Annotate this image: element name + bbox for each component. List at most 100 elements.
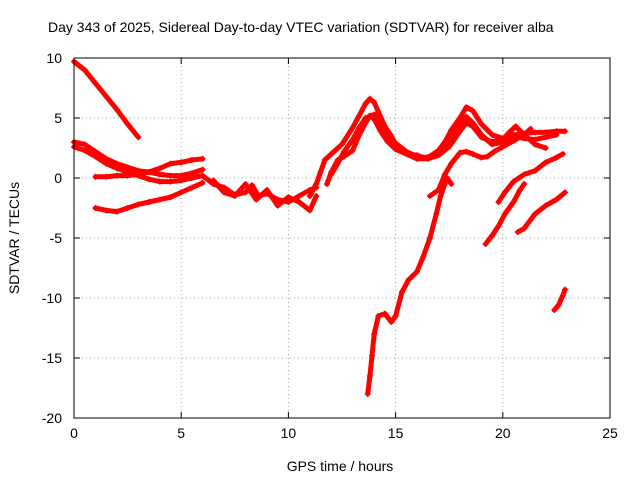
data-point [562,286,568,293]
x-tick-label: 25 [602,425,618,441]
series-trace [427,126,534,199]
data-point [469,151,476,157]
data-point [375,109,382,115]
data-point [532,141,538,148]
data-point [456,149,463,156]
data-point [371,99,378,106]
data-point [562,128,568,135]
data-point [551,307,558,313]
data-point [562,189,568,196]
data-point [495,223,502,229]
y-tick-label: 0 [54,170,62,186]
grid [74,58,610,418]
data-point [405,277,412,283]
data-point [113,106,120,113]
data-point [392,313,399,319]
series-arc-16 [551,286,568,313]
data-point [285,194,292,201]
data-point [510,137,517,144]
data-point [296,199,303,205]
data-point [210,177,217,184]
data-point [366,95,373,102]
x-tick-label: 0 [70,425,78,441]
data-point [231,193,238,199]
data-point [156,196,163,203]
data-point [349,124,356,131]
data-point [506,129,513,136]
data-point [124,172,131,179]
y-tick-label: 5 [54,110,62,126]
series-arc-5 [92,179,206,215]
data-point [313,193,320,199]
data-point [377,119,384,126]
series-arc-7 [210,177,320,214]
data-point [362,115,369,121]
series-arc-14 [495,151,566,205]
data-point [253,196,260,203]
data-point [403,148,410,155]
data-point [456,128,463,135]
data-point [321,157,328,163]
data-point [469,123,476,130]
data-point [113,172,120,179]
data-point [489,131,496,138]
data-point [371,111,378,118]
data-point [463,119,470,126]
data-point [448,160,455,167]
series-trace [515,189,568,235]
data-point [532,129,538,136]
data-point [542,202,549,209]
data-point [156,171,163,178]
data-point [521,131,528,138]
data-point [542,134,549,141]
x-tick-label: 10 [281,425,297,441]
data-point [178,189,185,196]
data-point [146,199,152,205]
data-point [521,181,528,187]
data-point [313,181,320,187]
series-trace [551,287,568,313]
data-point [501,189,508,196]
data-point [399,289,405,295]
data-point [381,310,388,317]
series-trace [365,175,454,397]
data-point [156,178,163,185]
data-point [274,202,281,209]
data-point [435,152,442,159]
data-point [113,165,120,172]
data-point [124,121,131,127]
data-point [306,207,313,214]
x-axis-label: GPS time / hours [287,458,394,474]
data-point [478,121,485,127]
data-point [371,331,378,337]
series-arc-11 [364,175,455,397]
series-arc-12 [426,125,534,199]
data-point [124,205,131,211]
data-point [167,178,174,185]
data-point [81,147,88,154]
y-tick-label: 10 [46,50,62,66]
chart-title: Day 343 of 2025, Sidereal Day-to-day VTE… [48,19,554,35]
data-point [199,155,206,162]
data-point [384,131,390,138]
data-point [92,153,99,160]
data-point [296,193,303,199]
y-axis-label: SDTVAR / TECUs [6,182,22,294]
data-point [306,193,313,199]
data-point [532,211,538,217]
data-point [555,302,562,309]
data-point [437,193,444,199]
data-point [135,201,142,208]
data-point [478,154,485,161]
data-point [242,181,249,187]
data-point [199,179,206,186]
series-trace [92,180,206,215]
series-arc-13 [482,181,528,247]
data-point [392,140,399,147]
data-point [113,208,120,215]
data-point [364,391,371,397]
data-point [426,193,433,199]
data-point [521,171,528,178]
data-point [103,173,110,180]
data-point [199,166,206,173]
